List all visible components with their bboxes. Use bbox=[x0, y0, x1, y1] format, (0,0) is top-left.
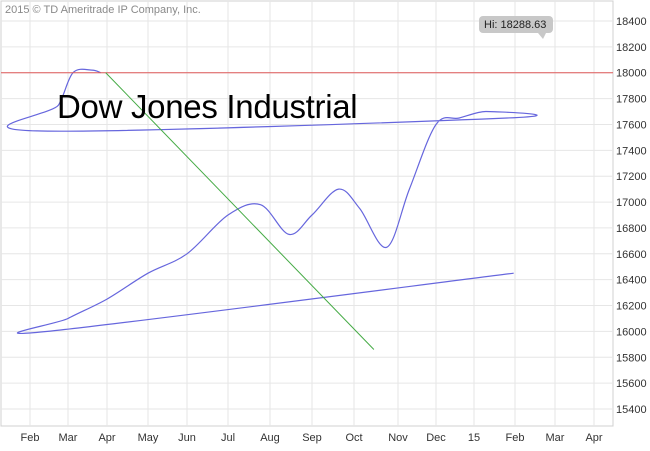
x-tick-label: Jul bbox=[221, 432, 235, 444]
x-tick-label: 15 bbox=[468, 432, 480, 444]
moving-average-line bbox=[6, 68, 538, 335]
vertical-gridlines bbox=[29, 1, 595, 426]
y-axis-labels: 15400 15600 15800 16000 16200 16400 16600 16800… bbox=[616, 16, 647, 416]
y-tick-label: 15800 bbox=[616, 352, 647, 364]
trendline bbox=[105, 72, 375, 350]
y-tick-label: 16600 bbox=[616, 249, 647, 261]
x-tick-label: Feb bbox=[506, 432, 525, 444]
y-tick-label: 16400 bbox=[616, 275, 647, 287]
y-tick-label: 15400 bbox=[616, 404, 647, 416]
y-tick-label: 17600 bbox=[616, 119, 647, 131]
y-tick-label: 16800 bbox=[616, 223, 647, 235]
hi-label-pointer bbox=[538, 33, 546, 39]
chart-title: Dow Jones Industrial bbox=[57, 88, 358, 125]
horizontal-gridlines bbox=[1, 20, 613, 410]
plot-frame bbox=[0, 0, 614, 427]
y-tick-label: 16000 bbox=[616, 326, 647, 338]
hi-label-background bbox=[479, 16, 553, 33]
y-tick-label: 17800 bbox=[616, 94, 647, 106]
y-tick-label: 16200 bbox=[616, 301, 647, 313]
x-tick-label: Mar bbox=[546, 432, 565, 444]
x-tick-label: Mar bbox=[59, 432, 78, 444]
x-tick-label: Aug bbox=[260, 432, 280, 444]
x-axis-labels: Feb Mar Apr May Jun Jul Aug Sep Oct Nov Dec 15 Feb Ma… bbox=[21, 432, 603, 444]
y-tick-label: 18200 bbox=[616, 42, 647, 54]
y-tick-label: 15600 bbox=[616, 378, 647, 390]
x-tick-label: Feb bbox=[21, 432, 40, 444]
x-tick-label: Apr bbox=[98, 432, 115, 444]
y-tick-label: 17400 bbox=[616, 145, 647, 157]
x-tick-label: Nov bbox=[388, 432, 408, 444]
y-tick-label: 18000 bbox=[616, 68, 647, 80]
x-tick-label: Dec bbox=[426, 432, 446, 444]
hi-label: Hi: 18288.63 bbox=[484, 19, 546, 31]
x-tick-label: Sep bbox=[302, 432, 322, 444]
hi-annotation: Hi: 18288.63 bbox=[479, 16, 553, 39]
y-tick-label: 17000 bbox=[616, 197, 647, 209]
y-tick-label: 17200 bbox=[616, 171, 647, 183]
x-tick-label: Apr bbox=[585, 432, 602, 444]
y-tick-label: 18400 bbox=[616, 16, 647, 28]
copyright-notice: 2015 © TD Ameritrade IP Company, Inc. bbox=[5, 4, 201, 16]
x-tick-label: May bbox=[138, 432, 159, 444]
x-tick-label: Jun bbox=[178, 432, 196, 444]
x-tick-label: Oct bbox=[345, 432, 362, 444]
